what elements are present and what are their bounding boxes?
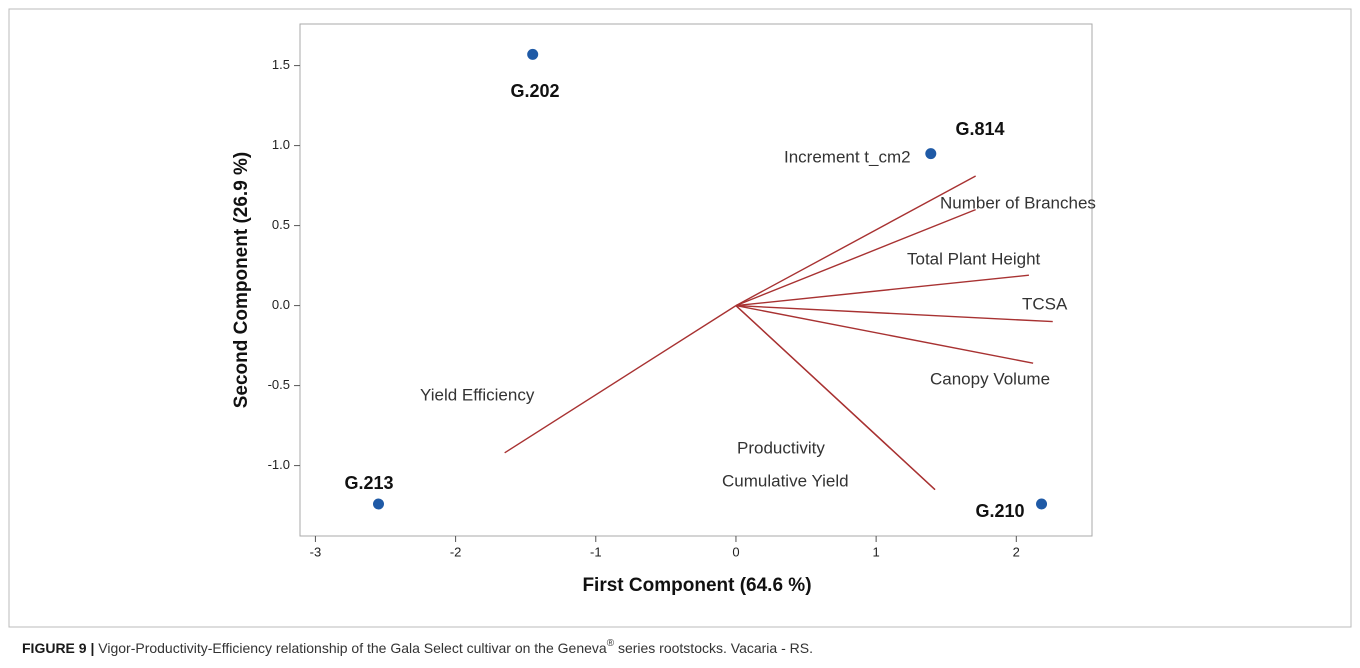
- loading-label: Productivity: [737, 438, 825, 457]
- y-tick-label: -1.0: [268, 457, 290, 472]
- caption-text: series rootstocks. Vacaria - RS.: [614, 640, 813, 656]
- y-tick-label: 0.5: [272, 217, 290, 232]
- x-tick-label: -2: [450, 544, 462, 559]
- y-tick-label: 0.0: [272, 297, 290, 312]
- x-tick-label: -1: [590, 544, 602, 559]
- point-label: G.210: [975, 501, 1024, 521]
- loading-vector: [735, 305, 936, 491]
- loading-label: TCSA: [1022, 294, 1068, 313]
- y-tick-label: -0.5: [268, 377, 290, 392]
- loading-label: Increment t_cm2: [784, 147, 911, 166]
- x-axis-title: First Component (64.6 %): [582, 575, 811, 596]
- loading-vector: [735, 208, 976, 307]
- loading-vector: [735, 304, 1053, 323]
- loading-label: Canopy Volume: [930, 369, 1050, 388]
- loading-label: Cumulative Yield: [722, 471, 849, 490]
- score-point: [1036, 498, 1048, 510]
- plot-frame: [299, 23, 1093, 537]
- caption-label: FIGURE 9 |: [22, 640, 94, 656]
- loading-vector: [735, 175, 976, 307]
- caption-text: Vigor-Productivity-Efficiency relationsh…: [98, 640, 607, 656]
- point-label: G.202: [510, 81, 559, 101]
- point-label: G.814: [955, 119, 1004, 139]
- loading-label: Number of Branches: [940, 193, 1096, 212]
- point-label: G.213: [344, 473, 393, 493]
- y-tick-label: 1.5: [272, 57, 290, 72]
- x-tick-label: 2: [1013, 544, 1020, 559]
- y-tick-label: 1.0: [272, 137, 290, 152]
- caption: FIGURE 9 | Vigor-Productivity-Efficiency…: [22, 638, 813, 656]
- score-point: [527, 48, 539, 60]
- x-tick-label: 1: [873, 544, 880, 559]
- x-tick-label: 0: [732, 544, 739, 559]
- loading-label: Total Plant Height: [907, 249, 1041, 268]
- caption-superscript: ®: [607, 638, 615, 649]
- loading-vector: [735, 274, 1029, 307]
- loading-label: Yield Efficiency: [420, 385, 535, 404]
- figure-frame: [8, 8, 1352, 628]
- y-axis-title: Second Component (26.9 %): [231, 152, 252, 409]
- score-point: [925, 148, 937, 160]
- x-tick-label: -3: [310, 544, 322, 559]
- loading-vector: [504, 305, 737, 454]
- loading-vector: [735, 304, 1034, 364]
- score-point: [372, 498, 384, 510]
